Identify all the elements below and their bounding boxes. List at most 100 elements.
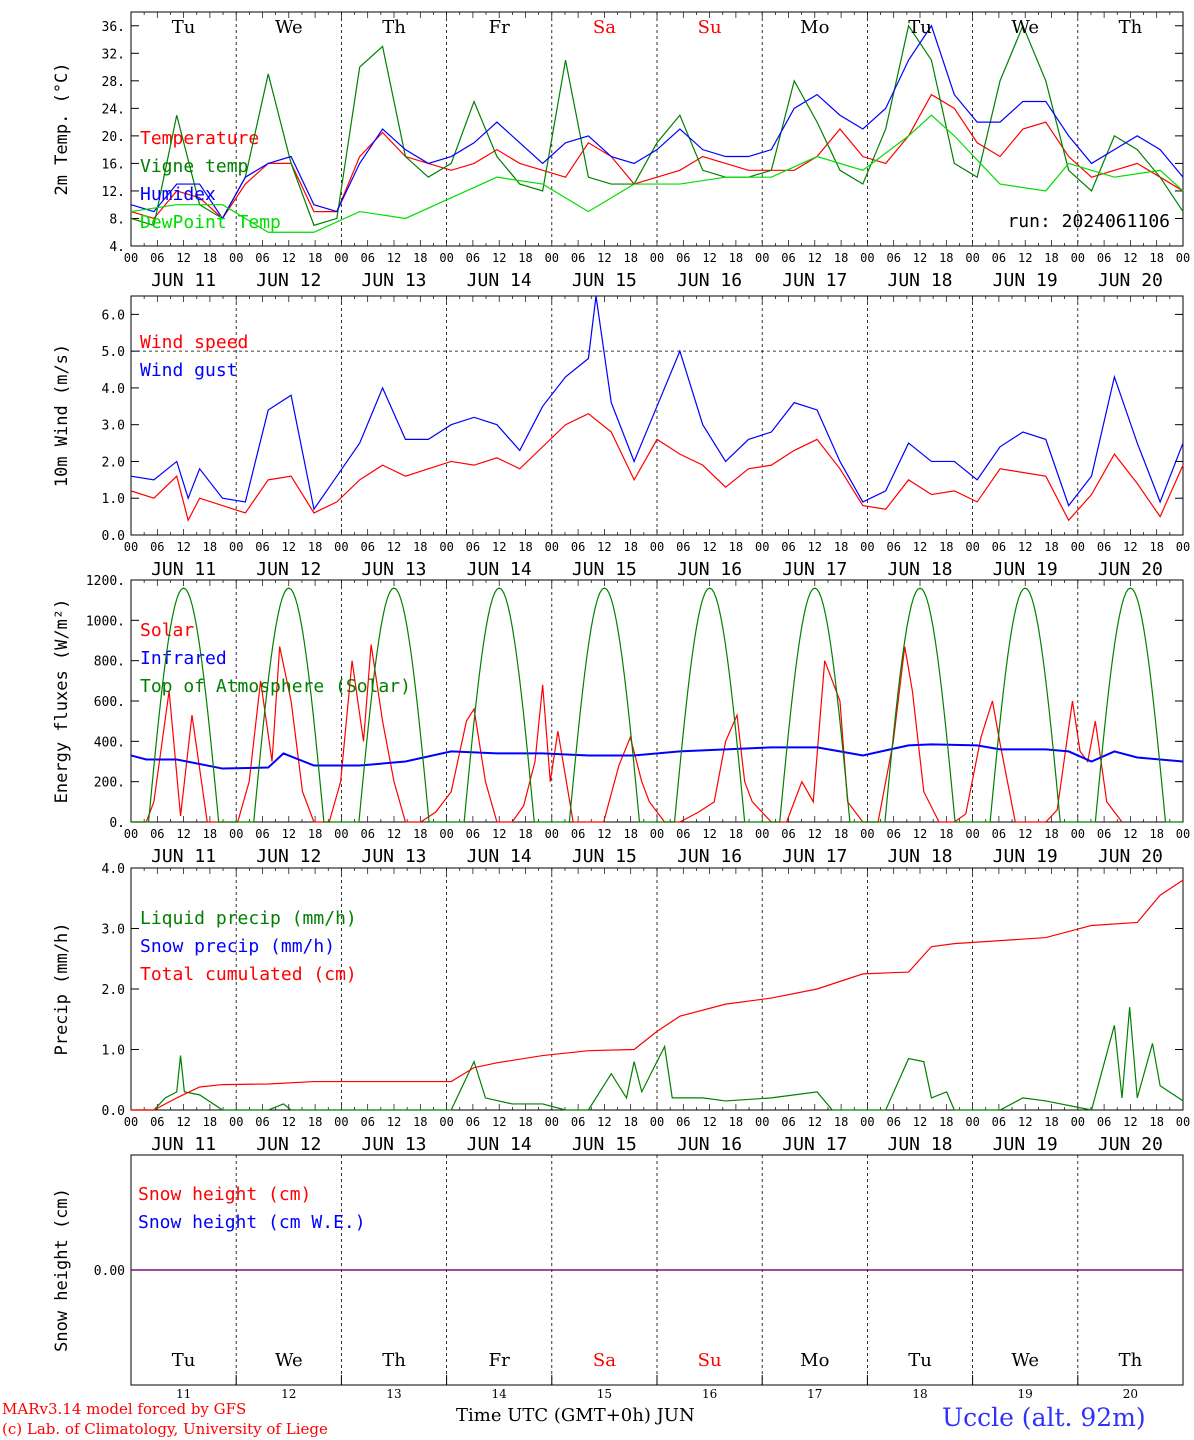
panel-1-date-label: JUN 11 [151, 270, 216, 291]
panel-3-ytick-label: 1000. [86, 614, 125, 629]
panel-3-date-label: JUN 17 [782, 846, 847, 867]
panel-3-date-label: JUN 16 [677, 846, 742, 867]
panel-2-date-label: JUN 14 [467, 559, 532, 580]
panel-4-hour-label: 00 [1071, 1115, 1085, 1129]
panel-5-ytick-label: 0.00 [94, 1264, 125, 1279]
panel-4-date-label: JUN 18 [887, 1134, 952, 1155]
panel-1-hour-label: 12 [492, 251, 506, 265]
panel-3-date-label: JUN 13 [361, 846, 426, 867]
panel-3-legend-0: Solar [140, 620, 194, 641]
panel-2-hour-label: 06 [676, 540, 690, 554]
panel-1-hour-label: 12 [176, 251, 190, 265]
panel-3-date-label: JUN 11 [151, 846, 216, 867]
day-abbr-bottom: Mo [800, 1350, 829, 1371]
panel-3-hour-label: 12 [1018, 827, 1032, 841]
day-number: 19 [1018, 1387, 1033, 1401]
panel-4-hour-label: 18 [834, 1115, 848, 1129]
x-axis-title: Time UTC (GMT+0h) JUN [456, 1405, 695, 1426]
panel-3-hour-label: 18 [203, 827, 217, 841]
lab-credit: (c) Lab. of Climatology, University of L… [2, 1420, 328, 1438]
panel-4-hour-label: 00 [439, 1115, 453, 1129]
panel-2-date-label: JUN 16 [677, 559, 742, 580]
day-abbr-top: Th [1119, 17, 1143, 38]
panel-2-date-label: JUN 18 [887, 559, 952, 580]
day-number: 20 [1123, 1387, 1138, 1401]
panel-2-hour-label: 06 [150, 540, 164, 554]
panel-4-hour-label: 18 [518, 1115, 532, 1129]
panel-1-legend-0: Temperature [140, 128, 259, 149]
panel-1-hour-label: 00 [965, 251, 979, 265]
panel-4-hour-label: 12 [1018, 1115, 1032, 1129]
panel-4-hour-label: 18 [203, 1115, 217, 1129]
panel-1-hour-label: 00 [1176, 251, 1190, 265]
panel-2-hour-label: 18 [1044, 540, 1058, 554]
panel-3-hour-label: 06 [150, 827, 164, 841]
panel-1-hour-label: 12 [1018, 251, 1032, 265]
panel-2-hour-label: 18 [203, 540, 217, 554]
panel-4-legend-2: Total cumulated (cm) [140, 964, 357, 985]
panel-2-date-label: JUN 19 [993, 559, 1058, 580]
panel-2-hour-label: 00 [334, 540, 348, 554]
day-abbr-bottom: Fr [489, 1350, 510, 1371]
day-abbr-top: Sa [593, 17, 616, 38]
panel-2-date-label: JUN 13 [361, 559, 426, 580]
panel-2-series-1 [130, 295, 1184, 511]
panel-3-hour-label: 06 [255, 827, 269, 841]
panel-3-hour-label: 12 [387, 827, 401, 841]
panel-1-hour-label: 06 [1097, 251, 1111, 265]
panel-1-hour-label: 12 [597, 251, 611, 265]
panel-2-hour-label: 18 [834, 540, 848, 554]
day-number: 14 [492, 1387, 508, 1401]
panel-2-hour-label: 18 [1149, 540, 1163, 554]
panel-1-date-label: JUN 12 [256, 270, 321, 291]
panel-4-hour-label: 12 [702, 1115, 716, 1129]
panel-5-legend-1: Snow height (cm W.E.) [138, 1212, 366, 1233]
panel-4-hour-label: 12 [176, 1115, 190, 1129]
panel-3-series-2 [131, 587, 1183, 823]
panel-3-hour-label: 06 [886, 827, 900, 841]
panel-1-hour-label: 18 [518, 251, 532, 265]
panel-1-legend-3: DewPoint Temp [140, 212, 281, 233]
panel-4-date-label: JUN 12 [256, 1134, 321, 1155]
day-number: 15 [597, 1387, 612, 1401]
panel-3-date-label: JUN 19 [993, 846, 1058, 867]
panel-2-hour-label: 12 [492, 540, 506, 554]
panel-4-hour-label: 06 [360, 1115, 374, 1129]
panel-1-hour-label: 06 [992, 251, 1006, 265]
panel-2-hour-label: 00 [439, 540, 453, 554]
panel-2-hour-label: 12 [1123, 540, 1137, 554]
panel-2-hour-label: 06 [255, 540, 269, 554]
panel-1-ytick-label: 24. [102, 102, 125, 117]
panel-3-ytick-label: 200. [94, 776, 125, 791]
panel-3-hour-label: 06 [466, 827, 480, 841]
panel-1-hour-label: 06 [466, 251, 480, 265]
panel-4-hour-label: 18 [1149, 1115, 1163, 1129]
panel-2-hour-label: 00 [229, 540, 243, 554]
panel-1-date-label: JUN 16 [677, 270, 742, 291]
panel-3-hour-label: 18 [729, 827, 743, 841]
panel-1-hour-label: 06 [255, 251, 269, 265]
panel-4-hour-label: 06 [1097, 1115, 1111, 1129]
panel-2-frame [130, 295, 1184, 536]
panel-2-date-label: JUN 20 [1098, 559, 1163, 580]
day-number: 17 [807, 1387, 822, 1401]
panel-2-ytick-label: 6.0 [102, 308, 125, 323]
panel-1-date-label: JUN 20 [1098, 270, 1163, 291]
panel-4-hour-label: 06 [676, 1115, 690, 1129]
day-abbr-bottom: Tu [908, 1350, 932, 1371]
panel-3-hour-label: 12 [808, 827, 822, 841]
panel-3-hour-label: 00 [229, 827, 243, 841]
panel-1-hour-label: 12 [387, 251, 401, 265]
panel-1-series-2 [130, 24, 1184, 220]
panel-2-hour-label: 18 [518, 540, 532, 554]
panel-1-hour-label: 06 [571, 251, 585, 265]
panel-3-date-label: JUN 14 [467, 846, 532, 867]
day-abbr-bottom: Tu [172, 1350, 196, 1371]
panel-4-hour-label: 06 [886, 1115, 900, 1129]
panel-2-hour-label: 06 [886, 540, 900, 554]
run-label: run: 2024061106 [1007, 211, 1170, 232]
panel-3-ytick-label: 800. [94, 655, 125, 670]
panel-4-hour-label: 12 [913, 1115, 927, 1129]
day-number: 16 [702, 1387, 717, 1401]
